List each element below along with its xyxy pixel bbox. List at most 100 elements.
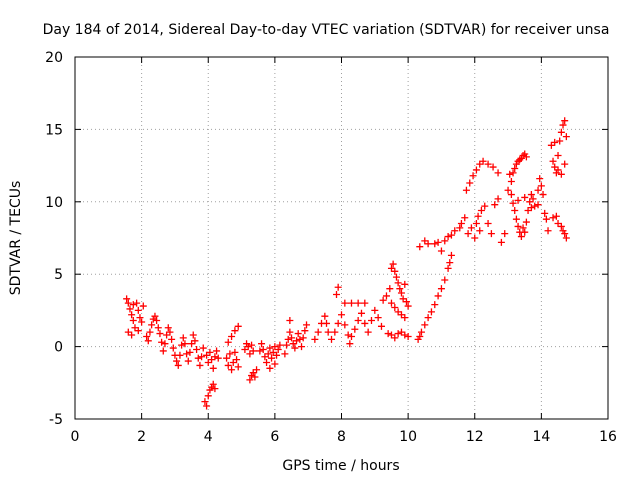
y-tick-label: 5 xyxy=(54,267,63,283)
data-point-marker xyxy=(228,366,236,374)
data-point-marker xyxy=(284,335,292,343)
data-point-marker xyxy=(421,321,429,329)
data-point-marker xyxy=(204,392,212,400)
data-point-marker xyxy=(537,182,545,190)
data-point-marker xyxy=(437,247,445,255)
data-point-marker xyxy=(298,343,306,351)
data-point-marker xyxy=(471,234,479,242)
data-point-marker xyxy=(539,191,547,199)
data-point-marker xyxy=(424,314,432,322)
data-point-marker xyxy=(392,273,400,281)
data-point-marker xyxy=(338,311,345,319)
data-point-marker xyxy=(514,222,522,230)
data-point-marker xyxy=(354,317,362,325)
data-point-marker xyxy=(386,285,394,293)
data-point-marker xyxy=(552,212,560,220)
data-point-marker xyxy=(179,334,187,342)
data-point-marker xyxy=(527,204,535,212)
data-point-marker xyxy=(124,299,132,307)
data-point-marker xyxy=(557,170,565,178)
x-tick-label: 0 xyxy=(71,429,80,445)
data-point-marker xyxy=(134,306,142,314)
data-point-marker xyxy=(431,301,439,309)
data-point-marker xyxy=(491,201,499,209)
data-point-marker xyxy=(542,215,550,223)
data-point-marker xyxy=(527,191,535,199)
data-point-marker xyxy=(321,312,329,320)
data-point-marker xyxy=(559,121,567,129)
data-point-marker xyxy=(417,328,425,336)
data-point-marker xyxy=(511,206,519,214)
data-point-marker xyxy=(234,322,242,330)
data-point-marker xyxy=(139,302,147,310)
data-point-marker xyxy=(288,334,296,342)
data-point-marker xyxy=(346,340,354,348)
data-point-marker xyxy=(128,331,136,339)
data-point-marker xyxy=(562,133,570,141)
data-point-marker xyxy=(191,337,199,345)
data-point-marker xyxy=(231,327,239,335)
data-point-marker xyxy=(293,337,301,345)
data-point-marker xyxy=(469,172,477,180)
data-point-marker xyxy=(211,385,219,393)
data-point-marker xyxy=(223,354,231,362)
data-point-marker xyxy=(159,347,167,355)
data-point-marker xyxy=(517,233,525,241)
x-tick-label: 16 xyxy=(599,429,617,445)
data-point-marker xyxy=(561,230,569,238)
data-point-marker xyxy=(264,350,272,358)
data-point-marker xyxy=(303,321,311,329)
x-tick-label: 8 xyxy=(337,429,346,445)
data-point-marker xyxy=(166,328,174,336)
data-point-marker xyxy=(311,335,319,343)
data-point-marker xyxy=(161,340,169,348)
data-point-marker xyxy=(328,335,336,343)
data-point-marker xyxy=(514,196,522,204)
data-point-marker xyxy=(364,328,372,336)
data-point-marker xyxy=(484,160,492,168)
data-point-marker xyxy=(181,340,189,348)
x-tick-label: 10 xyxy=(399,429,417,445)
data-point-marker xyxy=(441,237,449,245)
y-tick-label: -5 xyxy=(49,412,63,428)
data-point-marker xyxy=(361,299,369,307)
data-point-marker xyxy=(494,195,502,203)
data-point-marker xyxy=(196,361,204,369)
data-point-marker xyxy=(477,206,485,214)
data-point-marker xyxy=(444,264,452,272)
data-point-marker xyxy=(158,338,166,346)
data-point-marker xyxy=(258,340,266,348)
data-point-marker xyxy=(389,260,397,268)
data-point-marker xyxy=(253,366,261,374)
data-point-marker xyxy=(462,186,470,194)
data-point-marker xyxy=(509,169,517,177)
data-point-marker xyxy=(544,227,552,235)
x-tick-label: 12 xyxy=(466,429,484,445)
data-point-marker xyxy=(324,328,332,336)
data-point-marker xyxy=(472,166,480,174)
data-point-marker xyxy=(266,344,274,352)
data-point-marker xyxy=(156,330,164,338)
data-point-marker xyxy=(333,290,341,298)
data-point-marker xyxy=(249,347,257,355)
data-point-marker xyxy=(391,334,399,342)
data-point-marker xyxy=(487,230,495,238)
data-point-marker xyxy=(299,334,307,342)
data-point-marker xyxy=(549,214,557,222)
data-point-marker xyxy=(301,327,309,335)
data-point-marker xyxy=(374,314,382,322)
data-point-marker xyxy=(394,279,402,287)
data-point-marker xyxy=(444,233,452,241)
data-point-marker xyxy=(521,193,529,201)
x-tick-label: 6 xyxy=(270,429,279,445)
data-point-marker xyxy=(246,376,254,384)
data-point-marker xyxy=(531,202,539,210)
data-point-marker xyxy=(522,218,530,226)
data-points xyxy=(123,117,570,410)
data-point-marker xyxy=(233,356,241,364)
data-point-marker xyxy=(351,325,359,333)
chart-title: Day 184 of 2014, Sidereal Day-to-day VTE… xyxy=(43,22,610,38)
data-point-marker xyxy=(556,137,564,145)
x-tick-label: 2 xyxy=(137,429,146,445)
data-point-marker xyxy=(507,178,515,186)
